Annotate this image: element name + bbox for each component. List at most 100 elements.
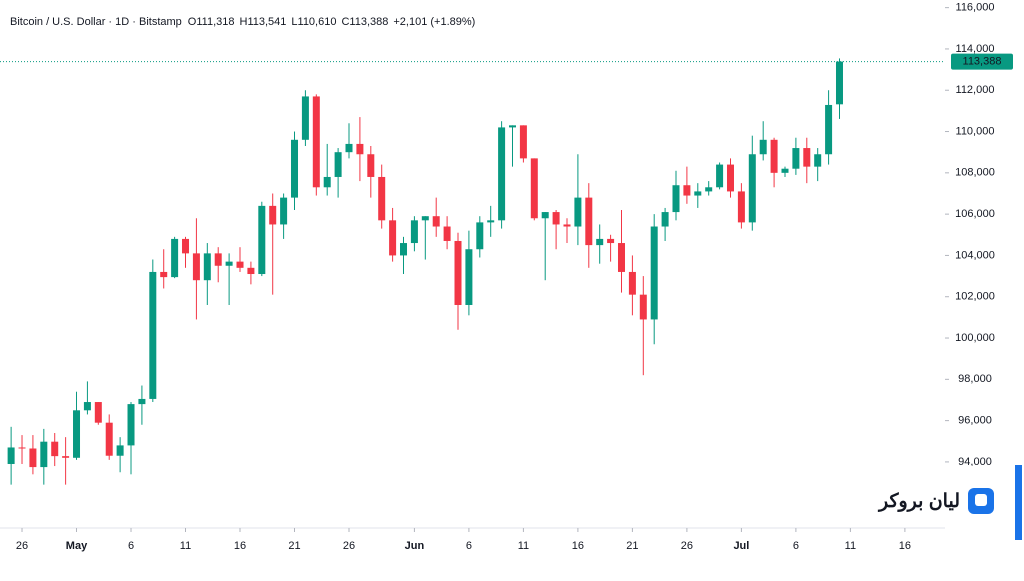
candle-body	[737, 191, 745, 223]
x-tick-label: 16	[572, 540, 584, 552]
x-tick-label: 21	[626, 540, 638, 552]
candle-body	[541, 212, 549, 219]
y-tick-label: 110,000	[956, 125, 995, 137]
candle-body	[465, 249, 473, 305]
candle-body	[269, 205, 277, 225]
change: +2,101 (+1.89%)	[393, 16, 475, 28]
candle-body	[792, 148, 800, 169]
candle-body	[803, 148, 811, 167]
candle-body	[421, 216, 429, 221]
x-tick-label: 11	[845, 540, 856, 552]
candle-body	[705, 187, 713, 192]
candle-body	[498, 127, 506, 221]
candle-body	[617, 243, 625, 272]
candle-body	[454, 240, 462, 305]
ohlc-value: 111,318	[196, 16, 234, 28]
ohlc-label: H	[239, 16, 247, 28]
candle-body	[389, 220, 397, 256]
candle-body	[672, 185, 680, 213]
candle-body	[40, 441, 48, 468]
candle-body	[225, 261, 233, 266]
last-price-tag	[951, 53, 1013, 70]
candle-body	[443, 226, 451, 241]
candle-body	[334, 152, 342, 177]
x-tick-label: 26	[16, 540, 28, 552]
y-tick-label: 94,000	[958, 456, 992, 468]
candle-body	[29, 448, 37, 468]
y-tick-label: 106,000	[955, 208, 995, 220]
candle-body	[509, 125, 517, 128]
y-tick-label: 102,000	[955, 291, 995, 303]
candle-body	[476, 222, 484, 250]
candle-body	[203, 253, 211, 281]
ohlc-label: O	[188, 16, 197, 28]
candle-body	[770, 139, 778, 173]
candle-body	[563, 224, 571, 227]
candle-body	[323, 176, 331, 188]
candle-body	[574, 197, 582, 227]
candle-body	[73, 410, 81, 458]
y-tick-label: 98,000	[958, 373, 992, 385]
candle-body	[607, 238, 615, 244]
candle-body	[585, 197, 593, 246]
candle-body	[127, 404, 135, 446]
candle-body	[301, 96, 309, 140]
candle-body	[138, 398, 146, 405]
x-tick-label: May	[66, 540, 88, 552]
x-tick-label: 6	[128, 540, 134, 552]
candle-body	[683, 185, 691, 196]
y-tick-label: 112,000	[956, 84, 995, 96]
candle-body	[726, 164, 734, 192]
candle-body	[18, 447, 26, 449]
x-tick-label: 16	[899, 540, 911, 552]
candle-body	[83, 402, 91, 411]
ohlc-value: 113,541	[247, 16, 286, 28]
y-tick-label: 116,000	[956, 2, 995, 14]
candle-body	[814, 154, 822, 167]
candle-body	[825, 104, 833, 155]
candle-body	[530, 158, 538, 219]
candle-body	[596, 238, 604, 246]
candle-body	[182, 238, 190, 254]
x-tick-label: 16	[234, 540, 246, 552]
candle-body	[160, 271, 168, 278]
candle-body	[192, 253, 200, 281]
ohlc-header: O 111,318 H 113,541 L 110,610 C 113,388 +2,101 (…	[188, 16, 476, 28]
x-tick-label: 11	[518, 540, 529, 552]
y-tick-label: 114,000	[956, 43, 995, 55]
candle-body	[410, 220, 418, 244]
candle-body	[432, 216, 440, 227]
candle-body	[661, 212, 669, 227]
candle-body	[236, 261, 244, 268]
candle-body	[835, 61, 843, 105]
ohlc-label: C	[341, 16, 349, 28]
candle-body	[519, 125, 527, 159]
x-tick-label: 11	[180, 540, 191, 552]
ohlc-value: 110,610	[298, 16, 337, 28]
candle-body	[487, 220, 495, 223]
candle-body	[345, 143, 353, 153]
candle-body	[356, 143, 364, 155]
ohlc-label: L	[291, 16, 297, 28]
y-tick-label: 108,000	[955, 167, 995, 179]
y-tick-label: 104,000	[955, 249, 995, 261]
y-tick-label: 96,000	[958, 415, 992, 427]
candle-body	[149, 271, 157, 399]
candle-body	[62, 456, 70, 458]
x-tick-label: 6	[793, 540, 799, 552]
candle-body	[7, 447, 15, 464]
x-tick-label: 21	[288, 540, 300, 552]
x-tick-label: 26	[343, 540, 355, 552]
candle-body	[716, 164, 724, 188]
candle-body	[312, 96, 320, 188]
candle-body	[781, 168, 789, 173]
plot-area	[7, 58, 843, 485]
candle-body	[116, 445, 124, 456]
candle-body	[51, 441, 59, 457]
x-tick-label: Jul	[733, 540, 749, 552]
candle-body	[759, 139, 767, 155]
last-price-label: 113,388	[963, 55, 1002, 67]
candle-body	[400, 243, 408, 256]
